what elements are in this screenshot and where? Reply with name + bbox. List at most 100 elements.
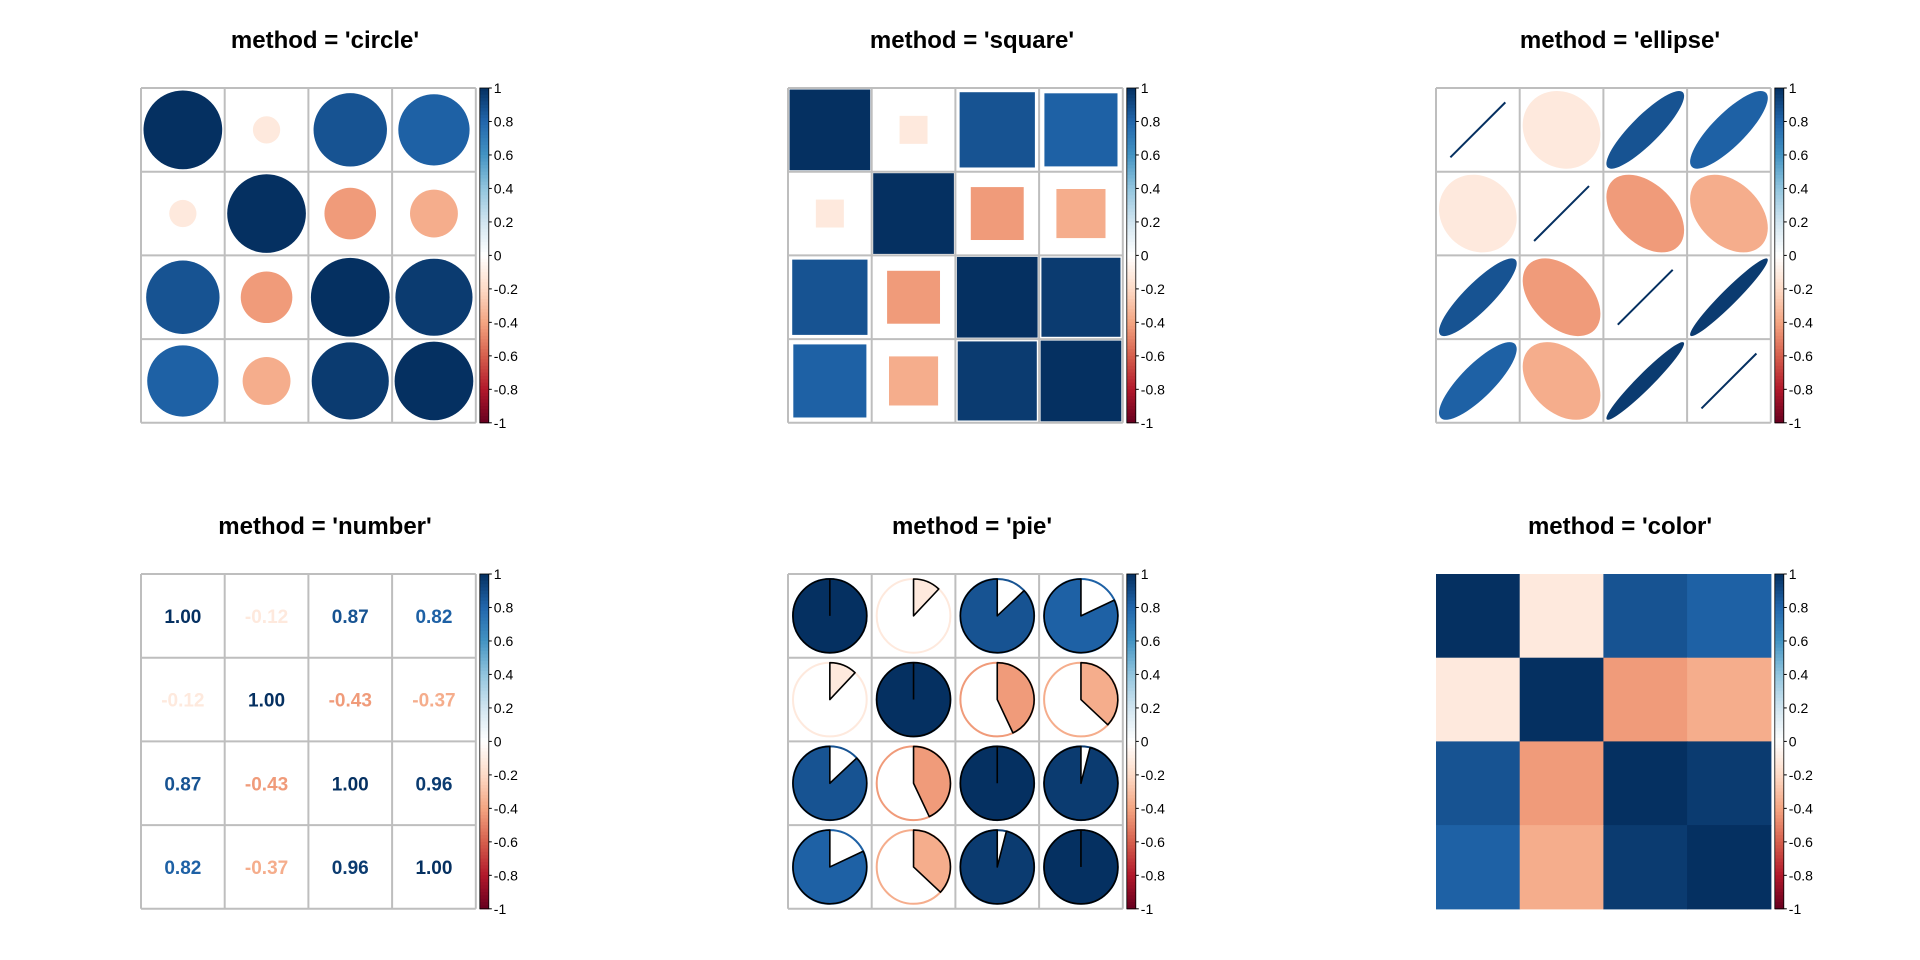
colorbar-segment <box>479 275 489 280</box>
colorbar-segment <box>1126 225 1136 230</box>
colorbar-segment <box>1126 292 1136 297</box>
colorbar-segment <box>1126 131 1136 136</box>
cell-pie-3-4 <box>1043 745 1119 822</box>
colorbar-segment <box>1774 805 1784 809</box>
colorbar-segment <box>1126 134 1136 139</box>
colorbar-tick-label: -0.2 <box>494 281 518 297</box>
colorbar-segment <box>479 88 489 92</box>
cell-pie-1-1 <box>792 578 868 654</box>
cell-ellipse-2-1 <box>1438 174 1517 253</box>
colorbar-segment <box>479 651 489 655</box>
colorbar-segment <box>479 697 489 702</box>
cell-number-1-3-number: 0.87 <box>332 607 369 628</box>
colorbar-tick-label: 0.8 <box>1789 113 1809 129</box>
cell-color-3-4-fill <box>1687 741 1772 826</box>
cell-circle-3-1 <box>146 260 220 334</box>
cell-circle-1-3-circle <box>313 93 387 167</box>
cell-square-4-2-square <box>889 356 939 406</box>
colorbar-segment <box>479 580 489 585</box>
colorbar-segment <box>1126 412 1136 417</box>
colorbar-segment <box>1126 144 1136 149</box>
colorbar-segment <box>1126 265 1136 270</box>
colorbar-segment <box>1126 801 1136 806</box>
cell-number-1-1-number: 1.00 <box>164 607 201 628</box>
colorbar-segment <box>479 349 489 353</box>
colorbar-segment <box>479 134 489 139</box>
colorbar-segment <box>1126 681 1136 685</box>
colorbar-segment <box>479 282 489 287</box>
colorbar-segment <box>1126 255 1136 260</box>
colorbar-tick-label: 0.2 <box>1789 700 1809 716</box>
colorbar-segment <box>479 594 489 598</box>
colorbar-segment <box>1126 268 1136 273</box>
colorbar-segment <box>1126 828 1136 833</box>
colorbar-segment <box>1774 791 1784 796</box>
colorbar-segment <box>1774 888 1784 893</box>
colorbar-segment <box>1126 399 1136 404</box>
colorbar-segment <box>1774 141 1784 146</box>
colorbar-segment <box>1774 731 1784 736</box>
colorbar-segment <box>479 308 489 313</box>
colorbar-segment <box>479 584 489 588</box>
colorbar-segment <box>1774 171 1784 176</box>
colorbar-segment <box>479 238 489 243</box>
colorbar-segment <box>1126 275 1136 280</box>
colorbar-segment <box>1126 319 1136 323</box>
colorbar-tick-label: 0.4 <box>1141 180 1161 196</box>
colorbar-segment <box>1774 818 1784 823</box>
colorbar-segment <box>1774 355 1784 360</box>
colorbar-segment <box>1774 905 1784 910</box>
cell-color-1-2-fill <box>1519 574 1604 659</box>
colorbar-segment <box>1126 141 1136 146</box>
colorbar-segment <box>479 905 489 910</box>
colorbar-segment <box>479 577 489 582</box>
colorbar-segment <box>1126 108 1136 112</box>
colorbar-segment <box>1126 704 1136 709</box>
colorbar-segment <box>1774 329 1784 333</box>
colorbar-segment <box>1126 248 1136 253</box>
cell-color-1-4 <box>1687 574 1772 659</box>
colorbar-tick-label: 0.4 <box>494 180 514 196</box>
colorbar-segment <box>1774 198 1784 203</box>
colorbar-segment <box>1774 754 1784 759</box>
colorbar-segment <box>1774 634 1784 639</box>
colorbar-segment <box>1126 624 1136 629</box>
colorbar-segment <box>1774 651 1784 655</box>
colorbar-segment <box>1126 610 1136 615</box>
colorbar-segment <box>479 600 489 605</box>
colorbar-segment <box>1126 577 1136 582</box>
cell-number-4-1: 0.82 <box>164 858 201 879</box>
colorbar-segment <box>479 721 489 726</box>
colorbar-segment <box>1774 91 1784 96</box>
colorbar-segment <box>1126 855 1136 860</box>
colorbar-segment <box>1774 684 1784 689</box>
colorbar-segment <box>1126 640 1136 645</box>
cell-ellipse-2-4 <box>1690 174 1768 253</box>
cell-pie-1-4-pie-wedge <box>1043 578 1119 654</box>
colorbar-segment <box>479 144 489 149</box>
colorbar-segment <box>479 312 489 317</box>
colorbar-segment <box>479 805 489 809</box>
colorbar-segment <box>479 597 489 602</box>
colorbar-segment <box>1774 101 1784 106</box>
cell-square-2-2-square <box>873 173 954 254</box>
colorbar-segment <box>479 201 489 206</box>
cell-number-3-1-number: 0.87 <box>164 774 201 795</box>
cell-number-4-2-number: -0.37 <box>245 858 288 879</box>
colorbar-segment <box>1126 774 1136 779</box>
colorbar-segment <box>1774 94 1784 99</box>
colorbar-segment <box>1126 322 1136 327</box>
cell-color-4-2 <box>1519 825 1604 910</box>
cell-ellipse-4-4 <box>1700 352 1758 410</box>
colorbar-segment <box>479 416 489 420</box>
colorbar-tick-label: -0.2 <box>1141 767 1165 783</box>
colorbar-segment <box>1774 201 1784 206</box>
cell-square-4-3-square <box>957 341 1037 421</box>
colorbar-segment <box>1126 734 1136 739</box>
cell-color-2-3-fill <box>1603 657 1688 742</box>
colorbar-segment <box>1126 687 1136 692</box>
colorbar-segment <box>1126 895 1136 900</box>
colorbar-segment <box>1774 165 1784 169</box>
colorbar-segment <box>1774 308 1784 313</box>
colorbar-segment <box>479 838 489 843</box>
